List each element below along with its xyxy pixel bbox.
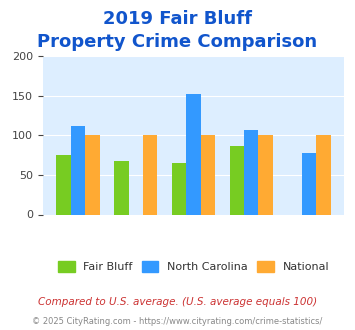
Bar	[186, 94, 201, 214]
Text: 2019 Fair Bluff: 2019 Fair Bluff	[103, 10, 252, 28]
Bar	[114, 161, 129, 215]
Bar	[258, 135, 273, 214]
Bar	[302, 153, 316, 215]
Bar	[56, 155, 71, 214]
Bar	[71, 126, 85, 214]
Legend: Fair Bluff, North Carolina, National: Fair Bluff, North Carolina, National	[55, 257, 332, 276]
Bar	[230, 146, 244, 214]
Bar	[85, 135, 100, 214]
Bar	[143, 135, 157, 214]
Bar	[172, 163, 186, 215]
Bar	[201, 135, 215, 214]
Bar	[244, 130, 258, 214]
Text: © 2025 CityRating.com - https://www.cityrating.com/crime-statistics/: © 2025 CityRating.com - https://www.city…	[32, 317, 323, 326]
Bar	[316, 135, 331, 214]
Text: Compared to U.S. average. (U.S. average equals 100): Compared to U.S. average. (U.S. average …	[38, 297, 317, 307]
Text: Property Crime Comparison: Property Crime Comparison	[37, 33, 318, 51]
